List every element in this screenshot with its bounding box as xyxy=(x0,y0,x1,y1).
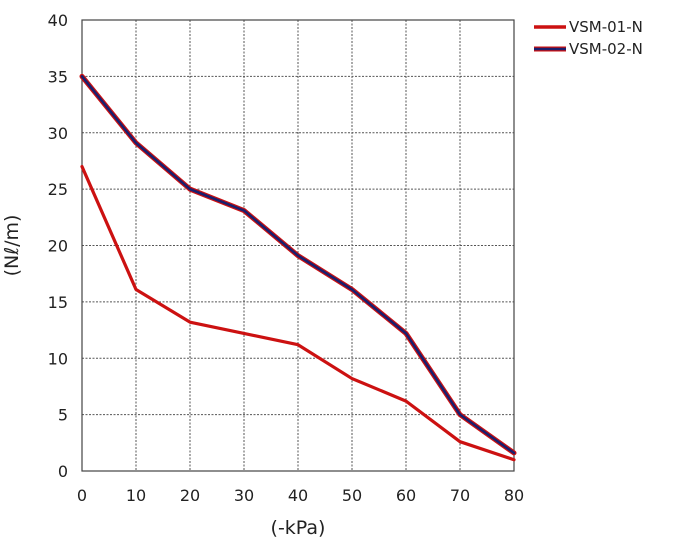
legend-label: VSM-02-N xyxy=(569,40,643,58)
x-tick-label: 70 xyxy=(450,486,470,505)
x-tick-label: 30 xyxy=(234,486,254,505)
legend-label: VSM-01-N xyxy=(569,18,643,36)
x-tick-label: 20 xyxy=(180,486,200,505)
plot-area-frame xyxy=(81,19,515,472)
series-layer xyxy=(79,73,517,462)
y-tick-label: 25 xyxy=(48,180,68,199)
y-tick-label: 30 xyxy=(48,124,68,143)
y-tick-label: 35 xyxy=(48,67,68,86)
y-tick-label: 0 xyxy=(58,462,68,481)
y-tick-label: 40 xyxy=(48,11,68,30)
x-tick-label: 60 xyxy=(396,486,416,505)
grid xyxy=(81,19,515,472)
x-tick-label: 10 xyxy=(126,486,146,505)
legend: VSM-01-N VSM-02-N xyxy=(534,18,643,58)
y-axis-ticks: 0 5 10 15 20 25 30 35 40 xyxy=(48,11,68,481)
y-tick-label: 5 xyxy=(58,406,68,425)
x-axis-label: (-kPa) xyxy=(271,517,326,539)
x-tick-label: 50 xyxy=(342,486,362,505)
x-axis-ticks: 0 10 20 30 40 50 60 70 80 xyxy=(77,486,524,505)
y-axis-label: (Nℓ/m) xyxy=(1,215,23,277)
y-tick-label: 15 xyxy=(48,293,68,312)
x-tick-label: 0 xyxy=(77,486,87,505)
y-tick-label: 10 xyxy=(48,349,68,368)
x-tick-label: 40 xyxy=(288,486,308,505)
x-tick-label: 80 xyxy=(504,486,524,505)
y-tick-label: 20 xyxy=(48,237,68,256)
